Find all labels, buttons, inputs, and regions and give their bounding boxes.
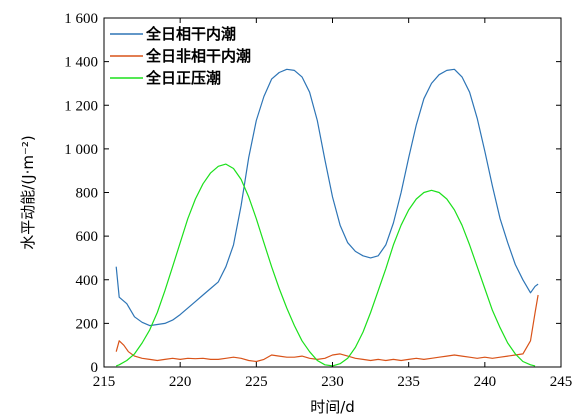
x-tick-label: 220 [169,374,192,390]
legend-label-1: 全日相干内潮 [145,25,236,43]
x-tick-label: 245 [550,374,573,390]
series-line-3 [115,163,536,367]
y-tick-label: 400 [76,273,99,289]
x-axis-label: 时间/d [310,398,355,416]
ticks-layer: 215 220 225 230 235 240 245 0 200 400 600 800 1 000 1… [64,11,572,390]
y-tick-label: 0 [91,360,99,376]
y-tick-label: 1 200 [64,98,98,114]
x-tick-label: 240 [474,374,497,390]
y-tick-label: 800 [76,186,99,202]
y-tick-label: 1 600 [64,11,98,27]
legend-label-3: 全日正压潮 [145,69,221,87]
series-layer [115,68,539,367]
y-tick-label: 1 400 [64,55,98,71]
x-tick-label: 235 [397,374,420,390]
y-tick-label: 600 [76,229,99,245]
y-tick-label: 1 000 [64,142,98,158]
y-axis-label: 水平动能/(J·m⁻²) [19,135,37,250]
x-tick-label: 215 [93,374,116,390]
series-line-1 [115,68,539,327]
x-tick-label: 230 [321,374,344,390]
y-tick-label: 200 [76,316,99,332]
legend-label-2: 全日非相干内潮 [145,47,251,65]
series-line-2 [115,294,539,363]
x-tick-label: 225 [245,374,268,390]
